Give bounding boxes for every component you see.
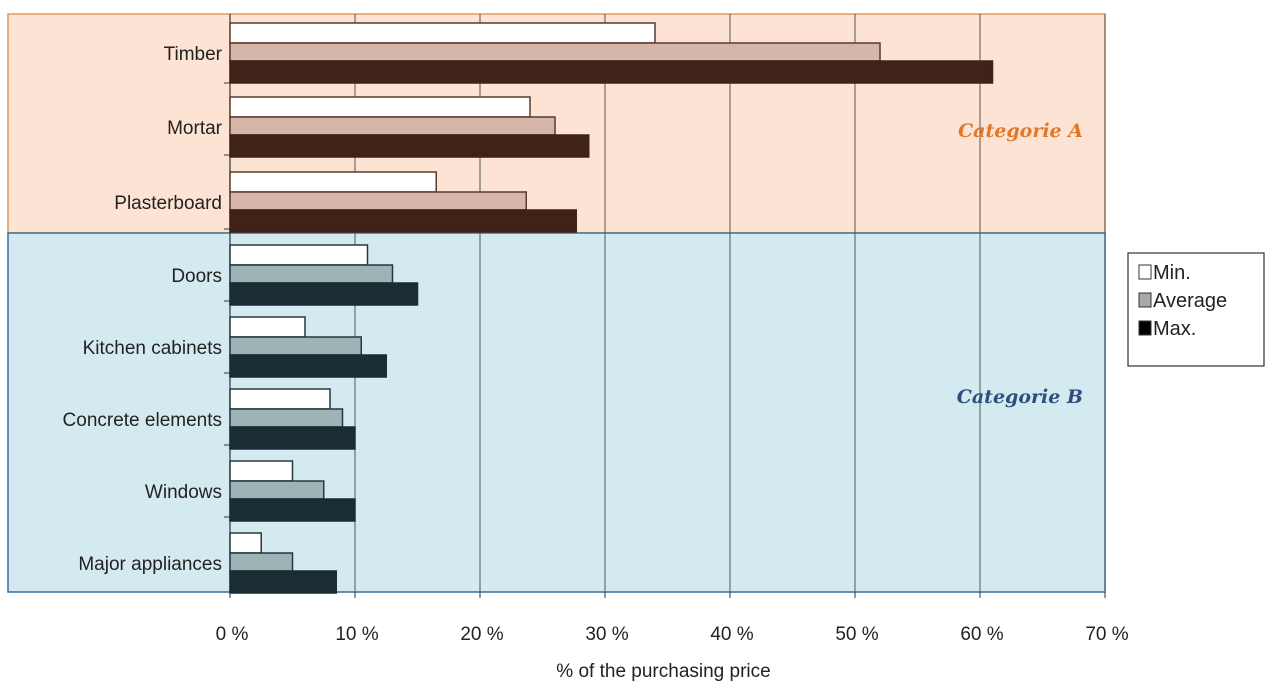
category-label: Major appliances — [78, 554, 222, 575]
bar-max — [229, 134, 590, 158]
x-tick-label: 40 % — [710, 624, 753, 645]
bar-min — [229, 244, 369, 266]
bar-min — [229, 532, 262, 554]
x-tick-label: 20 % — [460, 624, 503, 645]
legend-swatch-max — [1138, 320, 1152, 336]
legend-swatch-average — [1138, 292, 1152, 308]
category-label: Timber — [164, 44, 223, 65]
category-label: Concrete elements — [63, 410, 222, 431]
bar-min — [229, 22, 656, 44]
bar-average — [229, 116, 556, 136]
x-tick-label: 70 % — [1085, 624, 1128, 645]
region-b-background — [7, 232, 1106, 593]
category-label: Windows — [145, 482, 222, 503]
bar-min — [229, 171, 437, 193]
x-tick-label: 10 % — [335, 624, 378, 645]
bar-min — [229, 460, 294, 482]
x-tick-label: 50 % — [835, 624, 878, 645]
bar-average — [229, 42, 881, 62]
bar-average — [229, 336, 362, 356]
x-tick-label: 30 % — [585, 624, 628, 645]
x-tick-label: 60 % — [960, 624, 1003, 645]
x-axis-title: % of the purchasing price — [556, 661, 770, 682]
legend-label: Average — [1153, 290, 1227, 312]
bar-min — [229, 96, 531, 118]
bar-max — [229, 60, 994, 84]
category-label: Doors — [171, 266, 222, 287]
x-tick-label: 0 % — [216, 624, 249, 645]
bar-max — [229, 426, 356, 450]
bar-average — [229, 408, 344, 428]
bar-average — [229, 191, 527, 211]
legend-swatch-min — [1138, 264, 1152, 280]
region-a-label: Categorie A — [958, 120, 1083, 142]
bar-min — [229, 316, 306, 338]
bar-max — [229, 209, 577, 233]
bar-average — [229, 264, 394, 284]
bar-average — [229, 480, 325, 500]
category-label: Plasterboard — [114, 193, 222, 214]
legend-label: Min. — [1153, 262, 1191, 284]
category-label: Mortar — [167, 118, 223, 139]
bar-min — [229, 388, 331, 410]
legend-label: Max. — [1153, 318, 1196, 340]
category-label: Kitchen cabinets — [83, 338, 222, 359]
bar-max — [229, 570, 337, 594]
region-b-label: Categorie B — [957, 386, 1083, 408]
bar-max — [229, 282, 419, 306]
bar-max — [229, 498, 356, 522]
bar-max — [229, 354, 387, 378]
bar-average — [229, 552, 294, 572]
